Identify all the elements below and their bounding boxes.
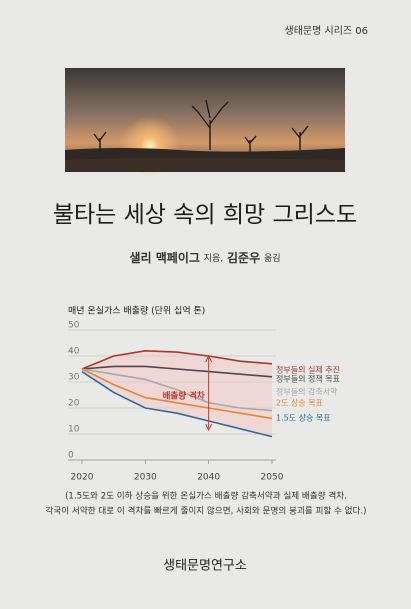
y-tick-label: 10	[68, 425, 80, 435]
series-line	[81, 368, 273, 420]
chart-title: 매년 온실가스 배출량 (단위 십억 톤)	[68, 305, 205, 317]
arrow-head	[205, 354, 213, 432]
credits: 샐리 맥페이그 지음, 김준우 옮김	[129, 250, 280, 265]
y-tick-label: 20	[68, 399, 80, 409]
annotation: 배출량 격차	[163, 391, 205, 402]
x-tick-label: 2050	[261, 473, 284, 483]
legend-label: 2도 상승 목표	[276, 398, 323, 408]
author-role: 지음,	[204, 253, 223, 264]
caption-line: 각국이 서약한 대로 이 격차를 빠르게 줄이지 않으면, 사회와 문명의 붕괴…	[45, 505, 366, 517]
publisher: 생태문명연구소	[163, 559, 247, 574]
series-line	[81, 370, 273, 438]
y-tick-label: 30	[68, 373, 80, 383]
series-label: 생태문명 시리즈 06	[285, 25, 368, 37]
y-tick-label: 50	[68, 321, 80, 331]
series-line	[81, 365, 273, 378]
series-line	[81, 349, 273, 370]
caption-line: (1.5도와 2도 이하 상승을 위한 온실가스 배출량 감축서약과 실제 배출…	[65, 490, 347, 502]
translator: 김준우	[227, 250, 260, 265]
x-tick-label: 2020	[71, 473, 94, 483]
book-title: 불타는 세상 속의 희망 그리스도	[53, 202, 357, 228]
series-line	[81, 368, 273, 412]
legend-label: 1.5도 상승 목표	[276, 413, 331, 423]
y-tick-label: 0	[68, 451, 74, 461]
legend-label: 정부들의 실제 추진	[276, 365, 340, 375]
legend-label: 정부들의 감축서약	[276, 387, 338, 397]
x-tick-label: 2040	[197, 473, 220, 483]
y-tick-label: 40	[68, 347, 80, 357]
cover-photo	[65, 68, 345, 176]
legend-label: 정부들의 정책 목표	[276, 374, 340, 384]
x-tick-label: 2030	[134, 473, 157, 483]
translator-role: 옮김	[264, 252, 281, 264]
author: 샐리 맥페이그	[129, 250, 199, 265]
